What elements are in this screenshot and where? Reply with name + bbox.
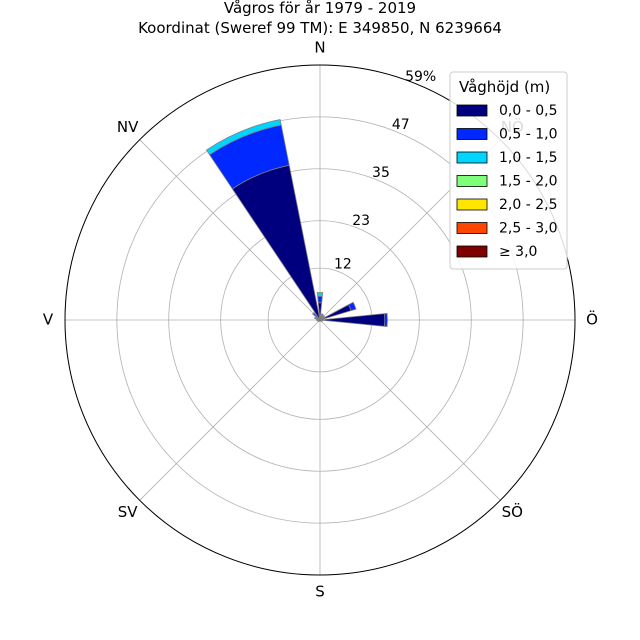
bar-dir-315-bin-2 xyxy=(312,312,316,316)
legend-entry: 2,0 - 2,5 xyxy=(499,197,557,213)
grid-spoke-225 xyxy=(139,319,321,501)
direction-label: SV xyxy=(118,503,139,521)
bar-dir-0-bin-1 xyxy=(317,295,323,304)
grid-spoke-315 xyxy=(139,139,321,321)
bar-dir-67.5-bin-1 xyxy=(348,301,357,312)
bar-dir-22.5-bin-1 xyxy=(321,313,324,316)
bar-dir-292.5-bin-1 xyxy=(314,316,317,320)
ring-label: 12 xyxy=(334,257,352,273)
legend-swatch xyxy=(456,128,488,140)
legend-entry: 1,5 - 2,0 xyxy=(499,174,557,190)
bar-dir-337.5-bin-0 xyxy=(231,164,321,321)
legend: Våghöjd (m) 0,0 - 0,5 0,5 - 1,0 1,0 - 1,5 1… xyxy=(449,71,568,270)
ring-label: 35 xyxy=(372,165,390,181)
legend-swatch xyxy=(456,104,488,117)
chart-subtitle: Koordinat (Sweref 99 TM): E 349850, N 62… xyxy=(138,19,502,37)
direction-label: Ö xyxy=(586,310,598,329)
polar-frame xyxy=(64,64,576,576)
legend-entry: 1,0 - 1,5 xyxy=(499,150,557,166)
legend-swatch xyxy=(456,198,488,211)
legend-entry: ≥ 3,0 xyxy=(499,244,537,260)
legend-entry: 0,5 - 1,0 xyxy=(499,127,557,143)
direction-label: NV xyxy=(117,118,139,136)
legend-title: Våghöjd (m) xyxy=(459,78,550,96)
legend-entry: 2,5 - 3,0 xyxy=(499,221,557,237)
ring-labels: 12 23 35 47 59% xyxy=(334,69,436,273)
ring-label: 59% xyxy=(405,69,436,85)
chart-title: Vågros för år 1979 - 2019 xyxy=(224,0,416,17)
legend-entry: 0,0 - 0,5 xyxy=(499,103,557,119)
legend-frame xyxy=(449,71,568,270)
legend-swatch xyxy=(456,245,488,258)
ring-label: 23 xyxy=(352,213,370,229)
bar-dir-247.5-bin-1 xyxy=(317,320,319,322)
legend-items: 0,0 - 0,5 0,5 - 1,0 1,0 - 1,5 1,5 - 2,0 2,0 … xyxy=(456,103,557,260)
legend-swatch xyxy=(456,222,488,234)
bar-dir-337.5-bin-2 xyxy=(205,119,282,156)
direction-label: SÖ xyxy=(502,502,523,521)
legend-swatch xyxy=(456,175,488,187)
direction-label: V xyxy=(43,311,54,329)
bar-dir-0-bin-3 xyxy=(316,291,324,295)
bar-dir-270-bin-1 xyxy=(316,319,318,321)
bar-sectors xyxy=(205,119,388,328)
bar-dir-90-bin-1 xyxy=(384,312,388,328)
direction-label: N xyxy=(314,39,325,57)
bar-dir-45-bin-1 xyxy=(322,315,325,318)
legend-swatch xyxy=(456,151,488,164)
direction-label: S xyxy=(315,583,325,601)
grid-spoke-135 xyxy=(319,319,501,501)
ring-label: 47 xyxy=(392,117,410,133)
